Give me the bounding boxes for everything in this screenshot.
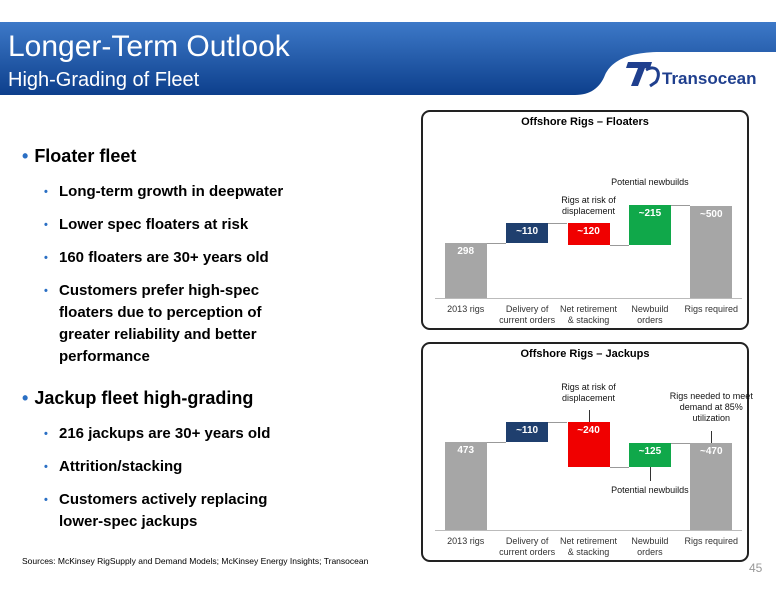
value-label: 298 [457,245,475,257]
annotation: Potential newbuilds [611,176,689,187]
sub-bullet: Customers actively replacing lower-spec … [44,489,309,533]
category-label: Rigs required [684,536,739,546]
bar [567,422,610,467]
category-label: Delivery of current orders [499,536,556,557]
sub-bullet: Attrition/stacking [44,456,309,478]
connector [670,443,691,445]
sub-bullet: Lower spec floaters at risk [44,214,309,236]
axis-line [435,530,742,531]
connector [486,242,507,244]
bar [690,443,733,530]
sub-bullet: Customers prefer high-spec floaters due … [44,280,309,368]
value-label: ~240 [577,425,600,437]
value-label: ~120 [577,225,600,237]
category-label: Rigs required [684,304,739,314]
annotation: Rigs at risk of displacement [561,382,616,404]
leader-line [588,410,590,423]
chart: Offshore Rigs – Floaters 298 2013 rigs ~110… [421,110,749,330]
bar [628,204,671,245]
leader-line [649,466,651,481]
category-label: 2013 rigs [447,304,485,314]
sub-bullets: 216 jackups are 30+ years old Attrition/s… [22,423,322,533]
value-label: ~215 [638,207,662,219]
page-number: 45 [749,561,763,575]
bullet: Floater fleet [22,146,322,167]
connector [548,222,568,224]
category-label: Delivery of current orders [499,304,556,325]
subtitle: High-Grading of Fleet [8,69,200,91]
connector [486,442,507,444]
sub-bullets: Long-term growth in deepwater Lower spec … [22,181,322,368]
bar [506,222,549,243]
category-label: 2013 rigs [447,536,485,546]
connector [609,244,629,246]
category-label: Net retirement & stacking [559,536,618,557]
bar [444,442,487,530]
value-label: ~110 [516,425,539,437]
logo: Transocean [662,69,757,88]
value-label: ~470 [700,446,723,458]
chart-title: Offshore Rigs – Jackups [520,348,650,360]
bullet-group: Floater fleet Long-term growth in deepwat… [22,146,322,379]
sub-bullet: 160 floaters are 30+ years old [44,247,309,269]
sub-bullet: Long-term growth in deepwater [44,181,309,203]
header-banner: Longer-Term Outlook High-Grading of Flee… [0,22,776,95]
connector [670,204,691,206]
bar [444,242,487,298]
connector [609,466,629,468]
category-label: Newbuild orders [631,536,669,557]
connector [548,422,568,424]
bullet-group: Jackup fleet high-grading 216 jackups are… [22,388,322,544]
axis-line [435,298,742,299]
chart-title: Offshore Rigs – Floaters [521,116,649,128]
category-label: Newbuild orders [631,304,669,325]
bar [690,205,733,298]
chart: Offshore Rigs – Jackups 473 2013 rigs ~110 D… [421,342,753,562]
value-label: 473 [457,445,475,457]
bullet: Jackup fleet high-grading [22,388,322,409]
bar [506,422,549,443]
sub-bullet: 216 jackups are 30+ years old [44,423,309,445]
annotation: Potential newbuilds [611,484,689,495]
bar [628,443,671,467]
bar [567,222,610,245]
value-label: ~110 [516,225,539,237]
category-label: Net retirement & stacking [559,304,618,325]
leader-line [711,431,713,444]
annotation: Rigs needed to meet demand at 85% utiliz… [669,391,753,424]
value-label: ~125 [638,446,662,458]
sources: Sources: McKinsey RigSupply and Demand M… [22,556,369,566]
title: Longer-Term Outlook [8,30,291,63]
value-label: ~500 [700,208,723,220]
annotation: Rigs at risk of displacement [561,194,616,216]
